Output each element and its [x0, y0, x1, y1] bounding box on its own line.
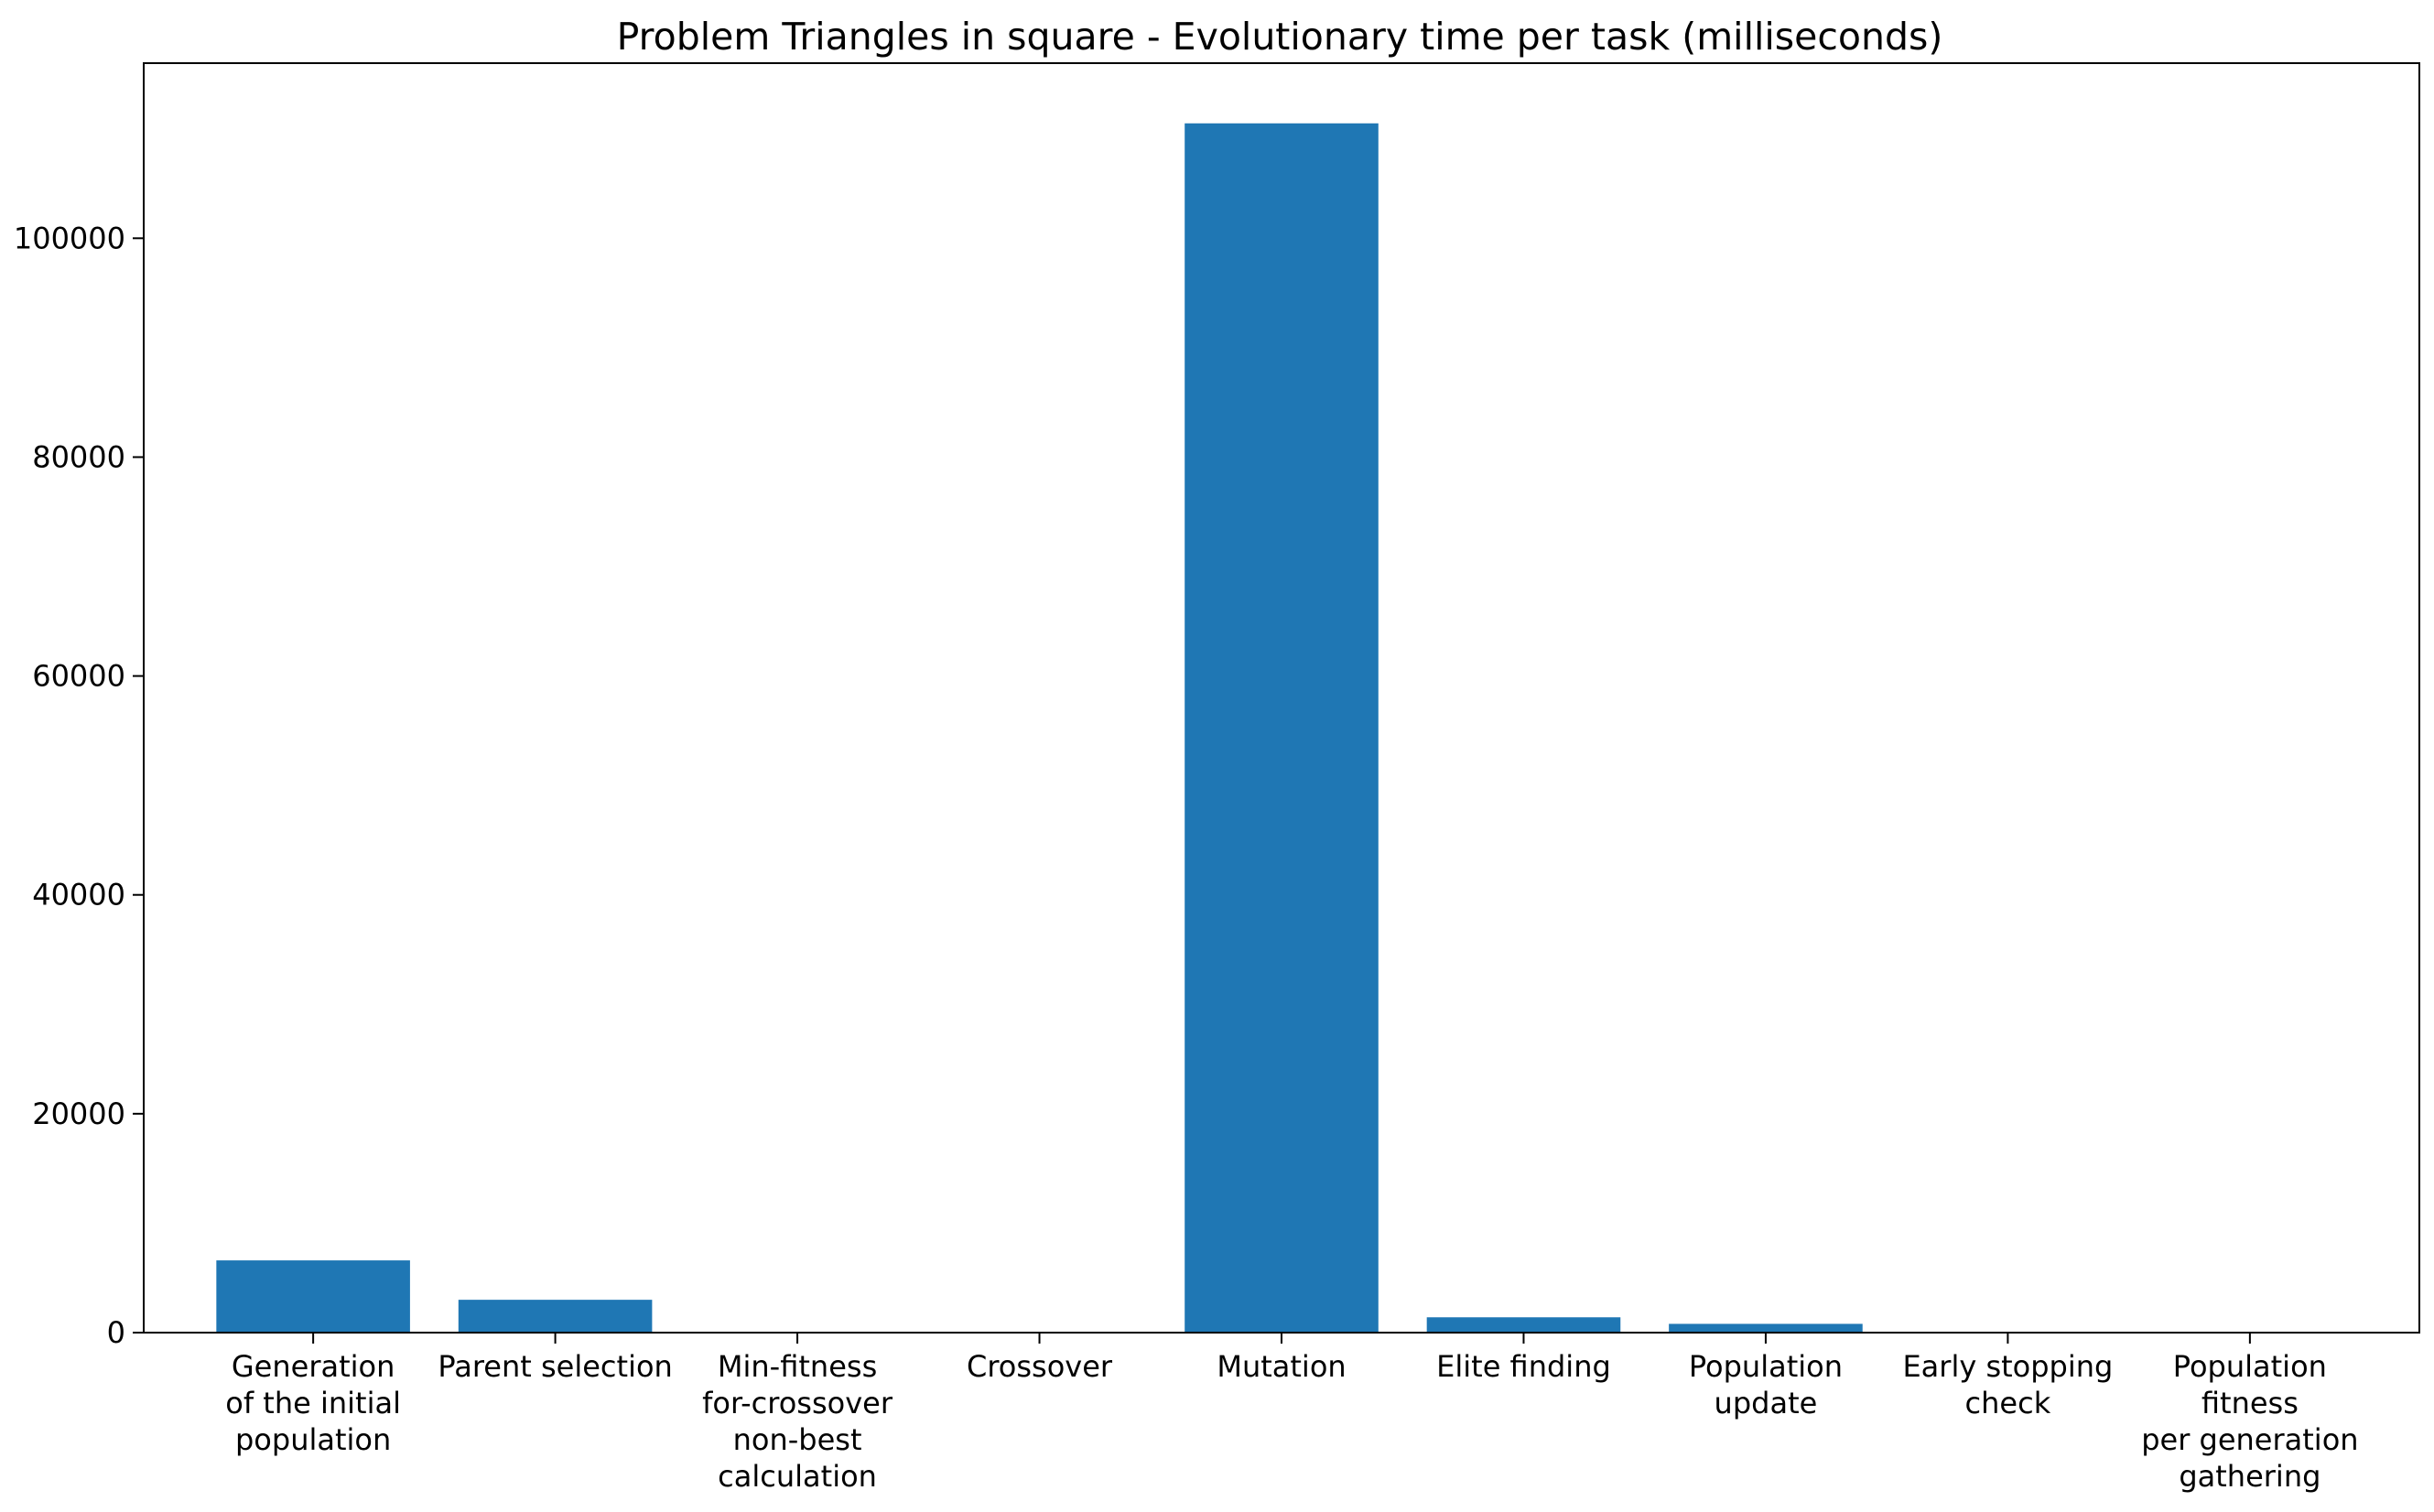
chart-title: Problem Triangles in square - Evolutiona…	[617, 15, 1943, 59]
bar-4	[1185, 123, 1379, 1333]
y-axis: 0 20000 40000 60000 80000 100000	[14, 221, 144, 1350]
y-tick-label: 60000	[32, 659, 125, 694]
x-tick-label: Population update	[1689, 1349, 1843, 1420]
x-axis: Generation of the initial population Parent…	[225, 1333, 2359, 1494]
bars-group	[216, 123, 2347, 1333]
y-tick-label: 20000	[32, 1096, 125, 1131]
y-tick-label: 80000	[32, 439, 125, 474]
x-tick-label: Elite finding	[1436, 1349, 1611, 1384]
x-tick-label: Parent selection	[438, 1349, 672, 1384]
bar-6	[1669, 1323, 1863, 1333]
x-tick-label: Crossover	[967, 1349, 1113, 1384]
x-tick-label: Population fitness per generation gathering	[2141, 1349, 2358, 1494]
y-tick-label: 40000	[32, 878, 125, 913]
bar-5	[1426, 1317, 1621, 1333]
bar-0	[216, 1260, 410, 1333]
x-tick-label: Early stopping check	[1902, 1349, 2113, 1420]
plot-area-frame	[143, 62, 2420, 1334]
x-tick-label: Min-fitness for-crossover non-best calculat…	[702, 1349, 893, 1494]
x-tick-label: Generation of the initial population	[225, 1349, 401, 1457]
y-tick-label: 100000	[14, 221, 125, 255]
bar-1	[458, 1300, 653, 1333]
y-tick-label: 0	[107, 1315, 125, 1350]
x-tick-label: Mutation	[1217, 1349, 1346, 1384]
